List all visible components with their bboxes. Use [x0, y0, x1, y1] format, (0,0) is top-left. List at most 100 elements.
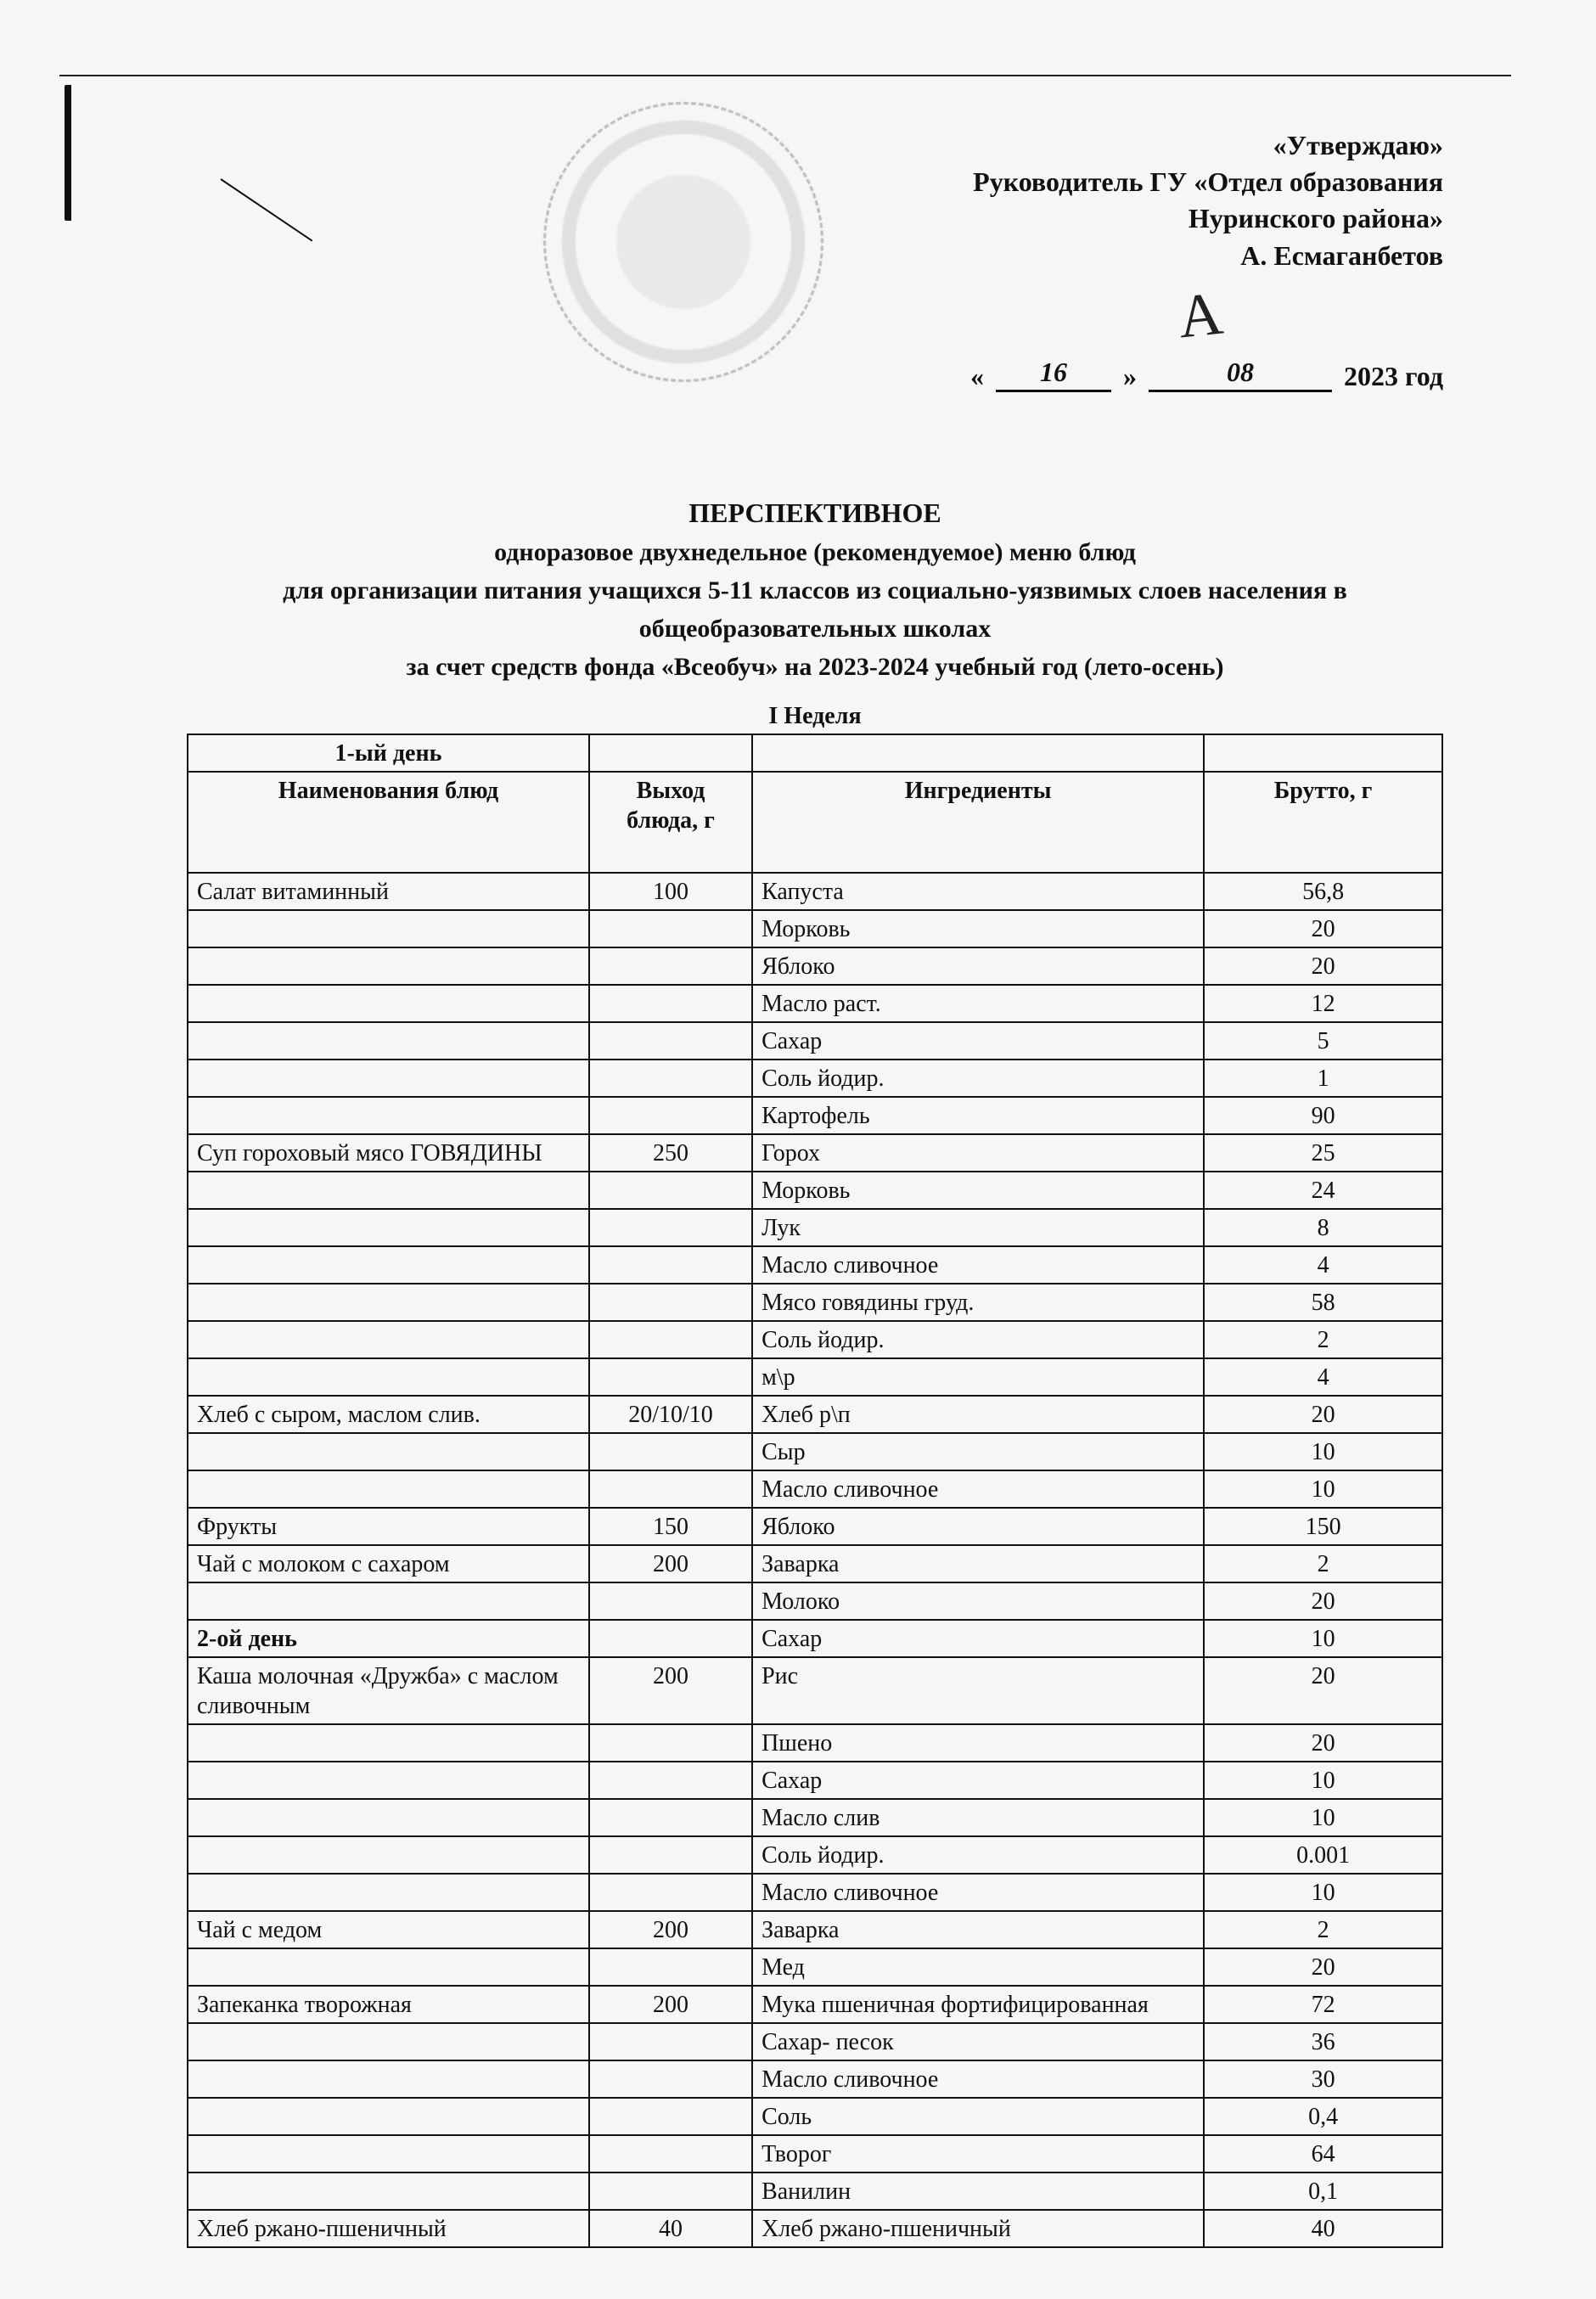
- dish-name-cell: [188, 2098, 589, 2135]
- title-3: для организации питания учащихся 5-11 кл…: [187, 571, 1443, 610]
- ingredient-cell: Горох: [752, 1134, 1204, 1172]
- ingredient-cell: Заварка: [752, 1911, 1204, 1948]
- title-2: одноразовое двухнедельное (рекомендуемое…: [187, 533, 1443, 571]
- brutto-cell: 20: [1204, 1396, 1442, 1433]
- ingredient-cell: Рис: [752, 1657, 1204, 1724]
- yield-cell: [589, 1172, 752, 1209]
- table-row: Сахар- песок36: [188, 2023, 1442, 2060]
- title-4: общеобразовательных школах: [187, 610, 1443, 648]
- yield-cell: 100: [589, 873, 752, 910]
- yield-cell: [589, 1836, 752, 1874]
- table-row: Лук8: [188, 1209, 1442, 1246]
- quote-close: »: [1123, 361, 1137, 392]
- yield-cell: [589, 1060, 752, 1097]
- brutto-cell: 10: [1204, 1874, 1442, 1911]
- table-row: Суп гороховый мясо ГОВЯДИНЫ250Горох25: [188, 1134, 1442, 1172]
- ingredient-cell: Мясо говядины груд.: [752, 1284, 1204, 1321]
- yield-cell: [589, 1724, 752, 1762]
- empty-header: [589, 734, 752, 772]
- ingredient-cell: Хлеб р\п: [752, 1396, 1204, 1433]
- ingredient-cell: Капуста: [752, 873, 1204, 910]
- dish-name-cell: [188, 2060, 589, 2098]
- yield-cell: 20/10/10: [589, 1396, 752, 1433]
- col-name: Наименования блюд: [188, 772, 589, 873]
- ingredient-cell: Лук: [752, 1209, 1204, 1246]
- ingredient-cell: Сахар- песок: [752, 2023, 1204, 2060]
- brutto-cell: 40: [1204, 2210, 1442, 2247]
- brutto-cell: 2: [1204, 1911, 1442, 1948]
- brutto-cell: 20: [1204, 1657, 1442, 1724]
- table-row: Наименования блюд Выход блюда, г Ингреди…: [188, 772, 1442, 873]
- yield-cell: [589, 1948, 752, 1986]
- ingredient-cell: м\р: [752, 1358, 1204, 1396]
- yield-cell: [589, 2173, 752, 2210]
- table-row: Творог64: [188, 2135, 1442, 2173]
- date-month: 08: [1149, 357, 1332, 392]
- dish-name-cell: [188, 910, 589, 947]
- yield-cell: [589, 1097, 752, 1134]
- dish-name-cell: [188, 1060, 589, 1097]
- dish-name-cell: [188, 1209, 589, 1246]
- brutto-cell: 1: [1204, 1060, 1442, 1097]
- dish-name-cell: [188, 1246, 589, 1284]
- table-row: Масло раст.12: [188, 985, 1442, 1022]
- table-row: м\р4: [188, 1358, 1442, 1396]
- dish-name-cell: [188, 985, 589, 1022]
- yield-cell: [589, 1620, 752, 1657]
- yield-cell: [589, 985, 752, 1022]
- brutto-cell: 72: [1204, 1986, 1442, 2023]
- yield-cell: [589, 2135, 752, 2173]
- table-row: Сыр10: [188, 1433, 1442, 1470]
- yield-cell: [589, 2023, 752, 2060]
- brutto-cell: 36: [1204, 2023, 1442, 2060]
- dish-name-cell: Хлеб ржано-пшеничный: [188, 2210, 589, 2247]
- dish-name-cell: [188, 1097, 589, 1134]
- approve-line2: Руководитель ГУ «Отдел образования: [798, 164, 1443, 200]
- table-row: Масло сливочное4: [188, 1246, 1442, 1284]
- dish-name-cell: [188, 947, 589, 985]
- yield-cell: [589, 1358, 752, 1396]
- approve-word: «Утверждаю»: [798, 127, 1443, 164]
- table-row: Фрукты150Яблоко150: [188, 1508, 1442, 1545]
- yield-cell: [589, 1470, 752, 1508]
- table-row: Масло сливочное10: [188, 1470, 1442, 1508]
- table-row: Сахар5: [188, 1022, 1442, 1060]
- table-row: Ванилин0,1: [188, 2173, 1442, 2210]
- yield-cell: 200: [589, 1986, 752, 2023]
- empty-header: [752, 734, 1204, 772]
- brutto-cell: 20: [1204, 910, 1442, 947]
- approve-director: А. Есмаганбетов: [798, 238, 1443, 274]
- table-row: Запеканка творожная200Мука пшеничная фор…: [188, 1986, 1442, 2023]
- week-label: I Неделя: [187, 703, 1443, 730]
- yield-cell: [589, 1582, 752, 1620]
- brutto-cell: 25: [1204, 1134, 1442, 1172]
- official-stamp: [543, 102, 823, 382]
- date-line: « 16 » 08 2023 год: [798, 357, 1443, 392]
- ingredient-cell: Соль йодир.: [752, 1836, 1204, 1874]
- table-row: Соль0,4: [188, 2098, 1442, 2135]
- dish-name-cell: [188, 1724, 589, 1762]
- yield-cell: [589, 1209, 752, 1246]
- ingredient-cell: Молоко: [752, 1582, 1204, 1620]
- table-row: Масло сливочное10: [188, 1874, 1442, 1911]
- brutto-cell: 8: [1204, 1209, 1442, 1246]
- ingredient-cell: Яблоко: [752, 1508, 1204, 1545]
- col-ingr: Ингредиенты: [752, 772, 1204, 873]
- dish-name-cell: [188, 1948, 589, 1986]
- brutto-cell: 4: [1204, 1358, 1442, 1396]
- approval-header: «Утверждаю» Руководитель ГУ «Отдел образ…: [187, 76, 1443, 441]
- ingredient-cell: Сахар: [752, 1620, 1204, 1657]
- ingredient-cell: Мед: [752, 1948, 1204, 1986]
- table-row: Морковь20: [188, 910, 1442, 947]
- brutto-cell: 10: [1204, 1762, 1442, 1799]
- day-header-cell: 2-ой день: [188, 1620, 589, 1657]
- table-row: Мед20: [188, 1948, 1442, 1986]
- yield-cell: [589, 2098, 752, 2135]
- table-row: Салат витаминный100Капуста56,8: [188, 873, 1442, 910]
- dish-name-cell: [188, 1358, 589, 1396]
- yield-cell: 150: [589, 1508, 752, 1545]
- brutto-cell: 20: [1204, 1724, 1442, 1762]
- table-row: Масло слив10: [188, 1799, 1442, 1836]
- brutto-cell: 10: [1204, 1433, 1442, 1470]
- ingredient-cell: Масло сливочное: [752, 1874, 1204, 1911]
